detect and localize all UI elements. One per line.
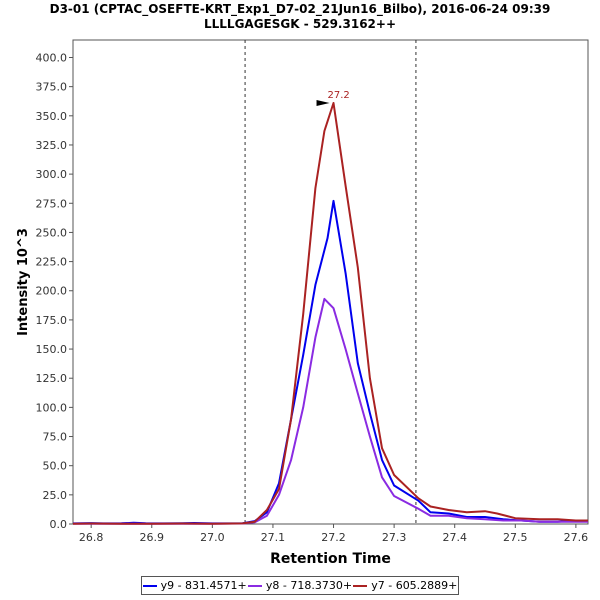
y-tick-label: 200.0 bbox=[36, 285, 68, 298]
y-tick-label: 125.0 bbox=[36, 372, 68, 385]
legend-item: y9 - 831.4571+ bbox=[142, 579, 247, 592]
plot-frame bbox=[72, 39, 589, 525]
y-tick-label: 100.0 bbox=[36, 401, 68, 414]
x-axis-label: Retention Time bbox=[270, 551, 391, 567]
y-tick-label: 150.0 bbox=[36, 343, 68, 356]
y-tick-label: 375.0 bbox=[36, 81, 68, 94]
y-axis-label: Intensity 10^3 bbox=[16, 228, 31, 336]
legend-label: y9 - 831.4571+ bbox=[160, 579, 247, 592]
y-tick-label: 350.0 bbox=[36, 110, 68, 123]
x-tick-label: 26.9 bbox=[140, 531, 165, 544]
y-tick-label: 50.0 bbox=[43, 460, 68, 473]
chart-title: D3-01 (CPTAC_OSEFTE-KRT_Exp1_D7-02_21Jun… bbox=[49, 2, 551, 16]
y-tick-label: 400.0 bbox=[36, 51, 68, 64]
y-tick-label: 175.0 bbox=[36, 314, 68, 327]
y-tick-label: 325.0 bbox=[36, 139, 68, 152]
peak-label: 27.2 bbox=[328, 90, 350, 101]
x-tick-label: 26.8 bbox=[79, 531, 104, 544]
y-tick-label: 25.0 bbox=[43, 489, 68, 502]
legend-item: y7 - 605.2889+ bbox=[353, 579, 457, 592]
y-tick-label: 225.0 bbox=[36, 256, 68, 269]
y-tick-label: 275.0 bbox=[36, 197, 68, 210]
x-tick-label: 27.0 bbox=[200, 531, 225, 544]
legend-item: y8 - 718.3730+ bbox=[247, 579, 353, 592]
y-tick-label: 250.0 bbox=[36, 226, 68, 239]
legend-swatch bbox=[247, 584, 262, 587]
chart-legend: y9 - 831.4571+ y8 - 718.3730+ y7 - 605.288… bbox=[141, 576, 459, 595]
y-tick-label: 75.0 bbox=[43, 431, 68, 444]
x-tick-label: 27.1 bbox=[261, 531, 286, 544]
x-tick-label: 27.3 bbox=[382, 531, 407, 544]
chart-subtitle: LLLLGAGESGK - 529.3162++ bbox=[203, 17, 396, 31]
x-tick-label: 27.2 bbox=[321, 531, 346, 544]
x-tick-label: 27.4 bbox=[442, 531, 467, 544]
legend-swatch bbox=[142, 584, 157, 587]
x-tick-label: 27.5 bbox=[503, 531, 528, 544]
y-tick-label: 0.0 bbox=[50, 518, 68, 531]
x-tick-label: 27.6 bbox=[564, 531, 589, 544]
peak-marker-arrow bbox=[316, 99, 330, 106]
y-tick-label: 300.0 bbox=[36, 168, 68, 181]
series-line-y7 bbox=[72, 102, 588, 525]
legend-swatch bbox=[353, 584, 368, 587]
legend-label: y7 - 605.2889+ bbox=[371, 579, 458, 592]
legend-label: y8 - 718.3730+ bbox=[265, 579, 353, 592]
